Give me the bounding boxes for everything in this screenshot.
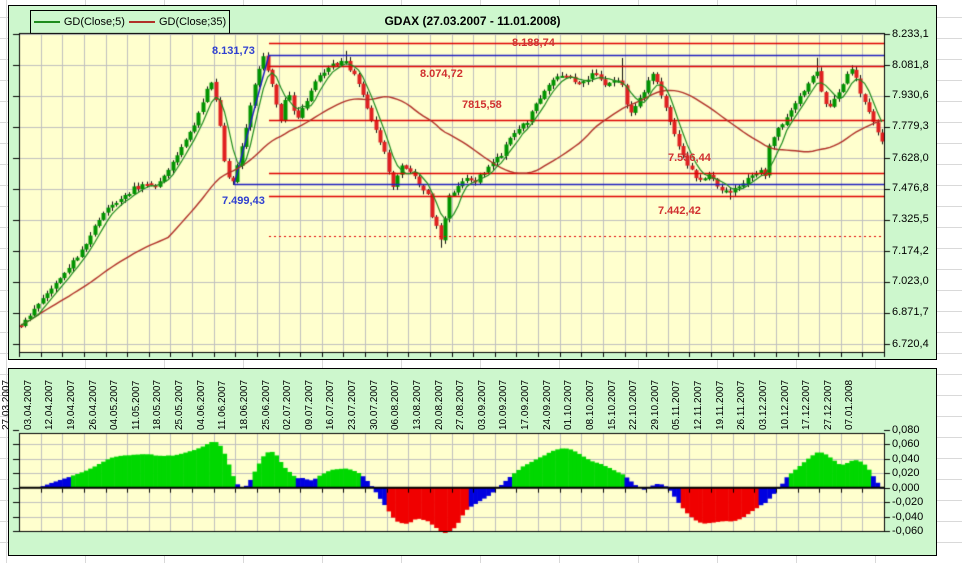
price-oscillator-canvas bbox=[0, 0, 962, 563]
